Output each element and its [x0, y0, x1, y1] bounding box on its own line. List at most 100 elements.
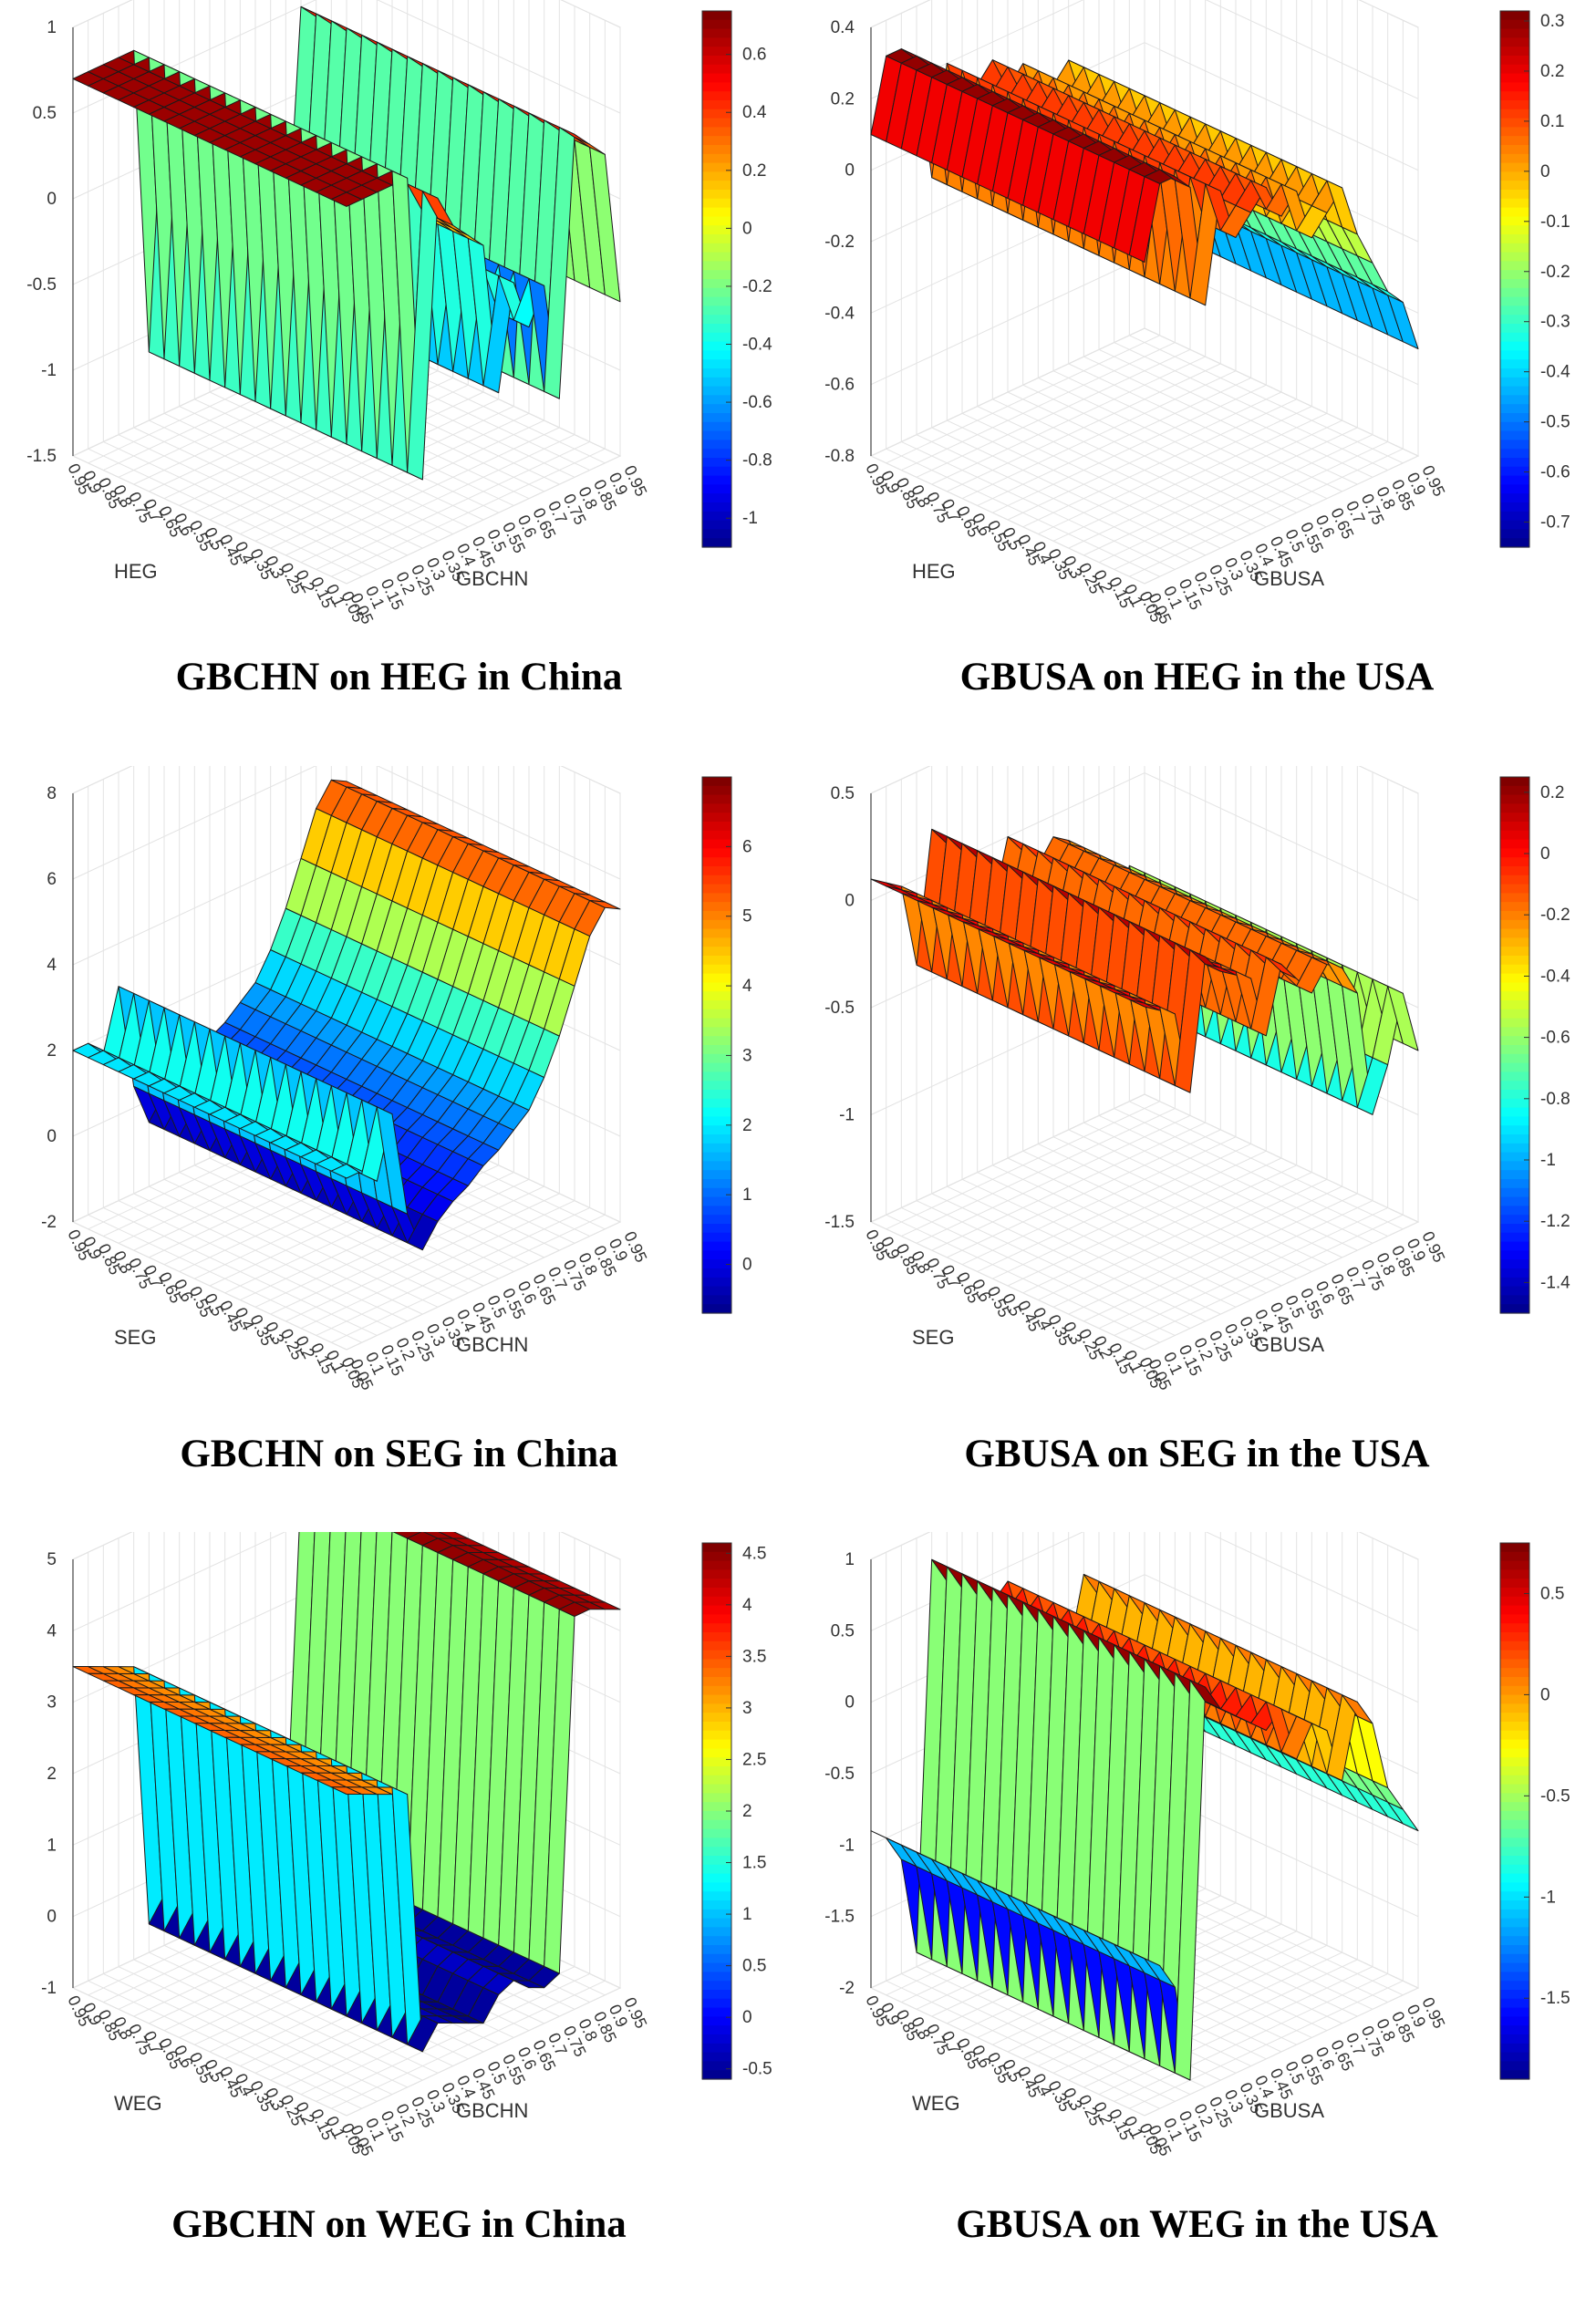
colorbar-tick-label: 0: [742, 1256, 752, 1275]
colorbar-swatch: [1500, 884, 1529, 894]
colorbar-swatch: [1500, 493, 1529, 503]
colorbar-swatch: [702, 1953, 731, 1964]
surface-plot: 1 0.5 0 -0.5 -1 -1.5 -2 0.050.10.150.20.250.30.…: [824, 1532, 1570, 2158]
colorbar-swatch: [702, 911, 731, 921]
z-tick-labels: 0.4 0.2 0 -0.2 -0.4 -0.6 -0.8: [824, 18, 855, 466]
colorbar-swatch: [1500, 404, 1529, 414]
colorbar-swatch: [702, 1873, 731, 1883]
colorbar-swatch: [1500, 1215, 1529, 1225]
colorbar-swatch: [702, 1641, 731, 1651]
colorbar-tick-label: 2: [742, 1116, 752, 1135]
y-tick-labels: 0.950.90.850.80.750.70.650.60.550.50.450…: [862, 1227, 1166, 1391]
colorbar-swatch: [1500, 216, 1529, 226]
colorbar-swatch: [702, 1286, 731, 1296]
colorbar-swatch: [1500, 145, 1529, 155]
colorbar-swatch: [702, 1295, 731, 1305]
colorbar-tick-label: -0.6: [1540, 1029, 1570, 1048]
colorbar-swatch: [1500, 529, 1529, 539]
colorbar-tick-label: 2.5: [742, 1750, 766, 1769]
colorbar-swatch: [1500, 171, 1529, 181]
colorbar-frame: [1499, 1542, 1530, 2080]
colorbar-swatch: [1500, 1259, 1529, 1269]
colorbar-swatch: [1500, 198, 1529, 209]
colorbar-swatch: [1500, 538, 1529, 548]
x-tick-labels: 0.050.10.150.20.250.30.350.40.450.50.550…: [347, 462, 650, 626]
colorbar-swatch: [1500, 1793, 1529, 1803]
colorbar-swatch: [702, 777, 731, 787]
colorbar-swatch: [702, 848, 731, 858]
colorbar-swatch: [702, 1036, 731, 1046]
panel-caption: GBCHN on HEG in China: [175, 656, 623, 699]
colorbar-swatch: [1500, 803, 1529, 813]
colorbar-tick-label: -1.2: [1540, 1212, 1570, 1231]
colorbar-swatch: [1500, 466, 1529, 477]
colorbar-tick-label: 3.5: [742, 1647, 766, 1666]
x-tick-labels: 0.050.10.150.20.250.30.350.40.450.50.550…: [347, 1994, 650, 2158]
colorbar-tick-label: -1.5: [1540, 1989, 1570, 2008]
z-tick-label: 1: [845, 1550, 855, 1569]
colorbar-tick-labels: 0.6 0.4 0.2 0 -0.2 -0.4 -0.6 -0.8 -1: [726, 46, 772, 528]
colorbar-swatch: [1500, 207, 1529, 217]
colorbar-swatch: [702, 1053, 731, 1064]
z-tick-label: 6: [47, 870, 57, 889]
colorbar-swatch: [702, 11, 731, 21]
colorbar-swatch: [702, 341, 731, 351]
x-axis-label: GBUSA: [1254, 2099, 1324, 2122]
colorbar-swatch: [1500, 1053, 1529, 1064]
colorbar-swatch: [1500, 475, 1529, 485]
colorbar-swatch: [702, 1936, 731, 1946]
colorbar-swatch: [702, 1623, 731, 1633]
colorbar-swatch: [1500, 37, 1529, 47]
panel-caption: GBUSA on SEG in the USA: [964, 1433, 1430, 1475]
colorbar-swatch: [1500, 911, 1529, 921]
z-tick-label: -0.5: [824, 999, 855, 1018]
colorbar-tick-labels: 0.3 0.2 0.1 0 -0.1 -0.2 -0.3 -0.4 -0.5 -0.6 -0.7: [1524, 12, 1570, 533]
colorbar-swatch: [1500, 1757, 1529, 1767]
colorbar-swatch: [702, 1179, 731, 1189]
colorbar-tick-label: 0: [742, 219, 752, 238]
colorbar-swatch: [1500, 458, 1529, 468]
colorbar-swatch: [1500, 395, 1529, 405]
surface-panel-gbusa-weg: 1 0.5 0 -0.5 -1 -1.5 -2 0.05 0.1 0.15 0.2 0.25 0.3 0.…: [798, 1532, 1596, 2298]
colorbar-swatch: [1500, 350, 1529, 360]
z-tick-label: 2: [47, 1765, 57, 1784]
x-axis-label: GBCHN: [456, 1333, 528, 1356]
colorbar-tick-label: -0.6: [1540, 463, 1570, 482]
colorbar-swatch: [1500, 1641, 1529, 1651]
colorbar-swatch: [1500, 928, 1529, 938]
colorbar-swatch: [702, 56, 731, 66]
colorbar-swatch: [702, 2043, 731, 2054]
colorbar-swatch: [702, 839, 731, 849]
colorbar-swatch: [702, 1090, 731, 1100]
z-tick-label: 0: [47, 1908, 57, 1927]
colorbar-swatch: [1500, 153, 1529, 164]
colorbar-swatch: [702, 296, 731, 306]
colorbar-swatch: [1500, 1739, 1529, 1749]
colorbar-swatch: [1500, 1018, 1529, 1028]
colorbar-swatch: [1500, 830, 1529, 841]
colorbar-swatch: [1500, 1098, 1529, 1109]
colorbar-swatch: [1500, 1811, 1529, 1821]
colorbar-swatch: [1500, 1286, 1529, 1296]
colorbar-swatch: [1500, 2034, 1529, 2044]
colorbar-swatch: [1500, 377, 1529, 388]
colorbar-swatch: [702, 484, 731, 494]
colorbar-tick-label: 3: [742, 1046, 752, 1065]
colorbar-swatch: [1500, 848, 1529, 858]
colorbar-swatch: [702, 449, 731, 459]
colorbar-swatch: [1500, 190, 1529, 200]
colorbar-tick-label: -0.3: [1540, 313, 1570, 332]
colorbar-swatch: [702, 813, 731, 823]
colorbar-swatch: [702, 368, 731, 378]
colorbar-swatch: [1500, 1295, 1529, 1305]
colorbar-swatch: [702, 1748, 731, 1758]
colorbar-swatch: [1500, 1685, 1529, 1696]
colorbar-swatch: [1500, 368, 1529, 378]
colorbar-swatch: [702, 1882, 731, 1892]
colorbar-tick-label: 1.5: [742, 1854, 766, 1873]
colorbar-swatch: [702, 270, 731, 280]
surface-plot: 8 6 4 2 0 -2 0.050.10.150.20.250.30.350.40.450…: [41, 766, 752, 1392]
colorbar-swatch: [702, 857, 731, 867]
y-axis-label: WEG: [114, 2092, 162, 2115]
colorbar-tick-label: -0.5: [742, 2060, 772, 2079]
